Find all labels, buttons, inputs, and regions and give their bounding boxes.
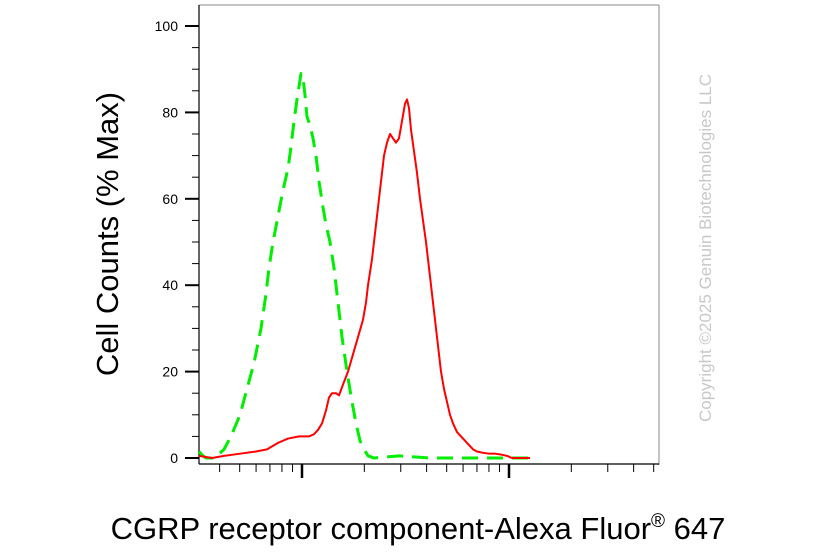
control-histogram-line xyxy=(197,72,530,460)
y-tick-label: 60 xyxy=(162,191,178,207)
y-tick-label: 100 xyxy=(155,18,179,34)
series-layer xyxy=(197,72,530,460)
plot-frame xyxy=(198,4,660,465)
x-axis-label-suffix: 647 xyxy=(665,511,725,546)
y-axis-ticks: 0 20 40 60 80 100 xyxy=(155,18,199,466)
copyright-watermark: Copyright ©2025 Genuin Biotechnologies L… xyxy=(696,74,715,422)
y-axis-label: Cell Counts (% Max) xyxy=(90,92,125,376)
x-axis-label-superscript: ® xyxy=(651,511,665,532)
y-tick-label: 20 xyxy=(162,364,178,380)
y-tick-label: 40 xyxy=(162,277,178,293)
x-axis-label-main: CGRP receptor component-Alexa Fluor xyxy=(111,511,651,546)
x-axis-ticks xyxy=(219,464,655,478)
y-tick-label: 0 xyxy=(170,450,178,466)
y-tick-label: 80 xyxy=(162,104,178,120)
sample-histogram-line xyxy=(198,98,530,459)
x-axis-label: CGRP receptor component-Alexa Fluor® 647 xyxy=(111,511,726,546)
